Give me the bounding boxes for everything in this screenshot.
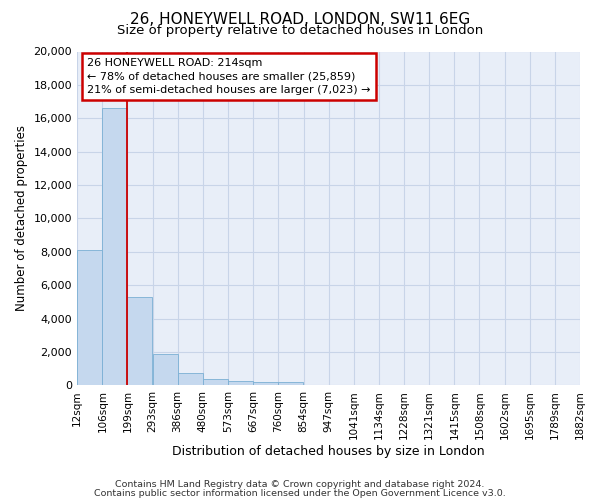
Bar [152, 354, 178, 386]
Bar [178, 373, 203, 386]
Text: Size of property relative to detached houses in London: Size of property relative to detached ho… [117, 24, 483, 37]
X-axis label: Distribution of detached houses by size in London: Distribution of detached houses by size … [172, 444, 485, 458]
Bar [103, 108, 127, 386]
Y-axis label: Number of detached properties: Number of detached properties [15, 126, 28, 312]
Bar [228, 380, 253, 386]
Bar [127, 297, 152, 386]
Text: Contains public sector information licensed under the Open Government Licence v3: Contains public sector information licen… [94, 488, 506, 498]
Bar [278, 382, 303, 386]
Text: 26, HONEYWELL ROAD, LONDON, SW11 6EG: 26, HONEYWELL ROAD, LONDON, SW11 6EG [130, 12, 470, 28]
Text: 26 HONEYWELL ROAD: 214sqm
← 78% of detached houses are smaller (25,859)
21% of s: 26 HONEYWELL ROAD: 214sqm ← 78% of detac… [87, 58, 371, 94]
Bar [253, 382, 278, 386]
Text: Contains HM Land Registry data © Crown copyright and database right 2024.: Contains HM Land Registry data © Crown c… [115, 480, 485, 489]
Bar [77, 250, 102, 386]
Bar [203, 380, 228, 386]
